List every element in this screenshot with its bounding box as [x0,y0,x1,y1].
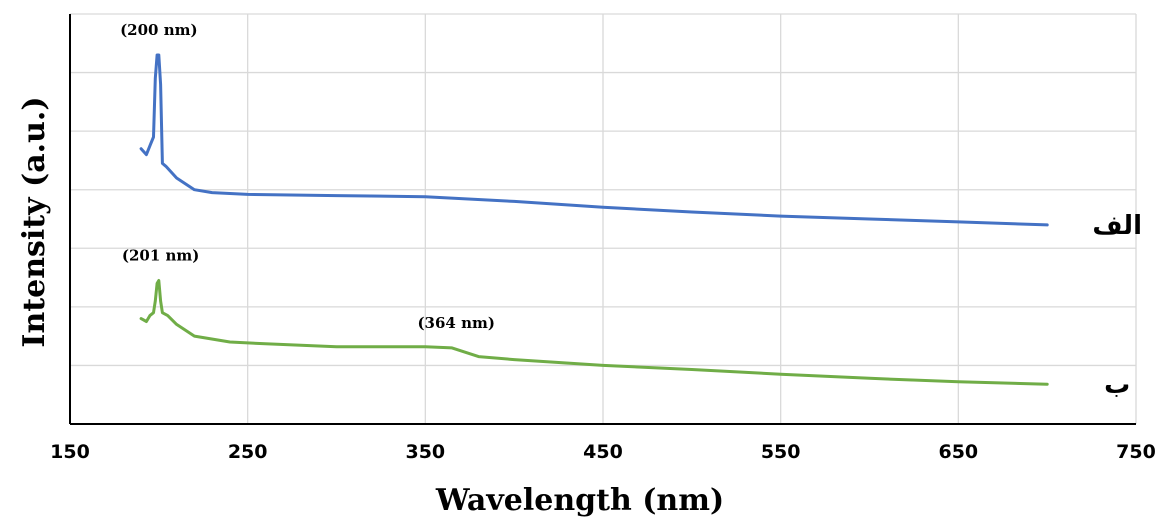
series-labels: الف ب [1092,211,1142,400]
x-tick-label-350: 350 [405,441,445,463]
grid [70,13,1137,424]
series-line-0 [139,53,1049,227]
x-tick-label-550: 550 [761,441,801,463]
x-tick-label-650: 650 [938,441,978,463]
x-tick-label-750: 750 [1116,441,1156,463]
x-tick-label-250: 250 [228,441,268,463]
series-lines [139,53,1049,386]
x-tick-labels: 150 250 350 450 550 650 750 [50,441,1156,463]
series-label-0: الف [1092,211,1142,241]
peak-annotation-2: (364 nm) [417,314,495,332]
axes [69,14,1136,425]
peak-annotation-0: (200 nm) [120,21,198,39]
series-line-1 [139,279,1049,386]
series-label-1: ب [1104,370,1130,400]
x-axis-title: Wavelength (nm) [435,483,724,517]
x-tick-label-450: 450 [583,441,623,463]
x-tick-label-150: 150 [50,441,90,463]
peak-annotations: (200 nm) (201 nm) (364 nm) [120,21,495,332]
peak-annotation-1: (201 nm) [122,247,200,265]
y-axis-title: Intensity (a.u.) [17,96,52,347]
